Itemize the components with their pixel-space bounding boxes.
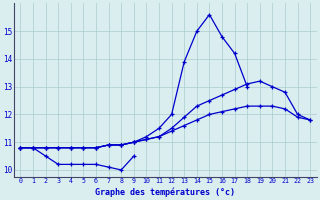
X-axis label: Graphe des températures (°c): Graphe des températures (°c) bbox=[95, 187, 235, 197]
